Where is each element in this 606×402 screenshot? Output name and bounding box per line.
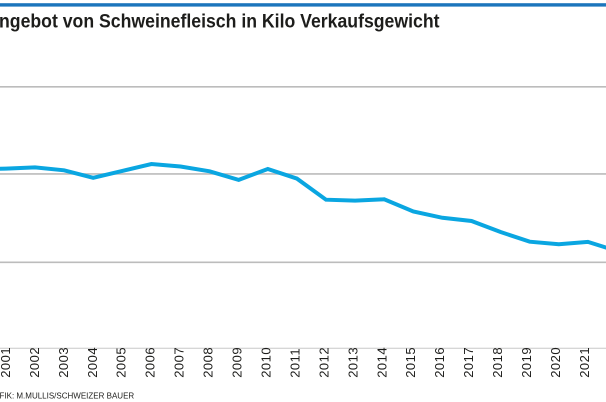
svg-text:2018: 2018 <box>490 347 505 378</box>
svg-text:2006: 2006 <box>143 347 158 378</box>
svg-text:2016: 2016 <box>432 347 447 378</box>
svg-text:2019: 2019 <box>519 347 534 378</box>
svg-text:2014: 2014 <box>374 347 389 378</box>
svg-text:2011: 2011 <box>287 348 302 378</box>
svg-text:2012: 2012 <box>316 347 331 378</box>
svg-text:2001: 2001 <box>0 347 13 378</box>
svg-text:FIK: M.MULLIS/SCHWEIZER BAUER: FIK: M.MULLIS/SCHWEIZER BAUER <box>0 392 134 401</box>
svg-text:2002: 2002 <box>27 347 42 378</box>
svg-text:2008: 2008 <box>201 347 216 378</box>
svg-text:2015: 2015 <box>403 347 418 378</box>
svg-text:2017: 2017 <box>461 347 476 378</box>
svg-text:ngebot von Schweinefleisch in: ngebot von Schweinefleisch in Kilo Verka… <box>0 12 440 33</box>
svg-text:2020: 2020 <box>548 347 563 378</box>
svg-text:2009: 2009 <box>230 347 245 378</box>
svg-text:2007: 2007 <box>172 347 187 378</box>
svg-text:2010: 2010 <box>258 347 273 378</box>
svg-text:2021: 2021 <box>577 347 592 378</box>
svg-text:2004: 2004 <box>85 347 100 378</box>
svg-text:2005: 2005 <box>114 347 129 378</box>
svg-text:2013: 2013 <box>345 347 360 378</box>
svg-text:2003: 2003 <box>56 347 71 378</box>
